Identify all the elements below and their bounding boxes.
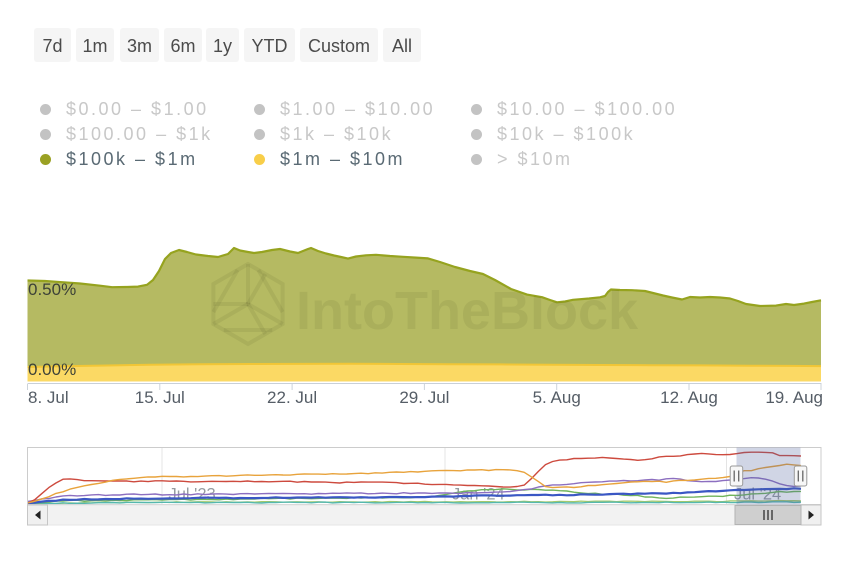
svg-text:22. Jul: 22. Jul — [267, 388, 317, 407]
svg-text:8. Jul: 8. Jul — [28, 388, 69, 407]
svg-text:0.00%: 0.00% — [28, 360, 76, 379]
svg-text:12. Aug: 12. Aug — [660, 388, 718, 407]
svg-text:IntoTheBlock: IntoTheBlock — [296, 281, 639, 341]
svg-text:5. Aug: 5. Aug — [533, 388, 581, 407]
svg-text:29. Jul: 29. Jul — [399, 388, 449, 407]
svg-text:0.50%: 0.50% — [28, 280, 76, 299]
svg-text:15. Jul: 15. Jul — [135, 388, 185, 407]
svg-text:19. Aug: 19. Aug — [765, 388, 823, 407]
